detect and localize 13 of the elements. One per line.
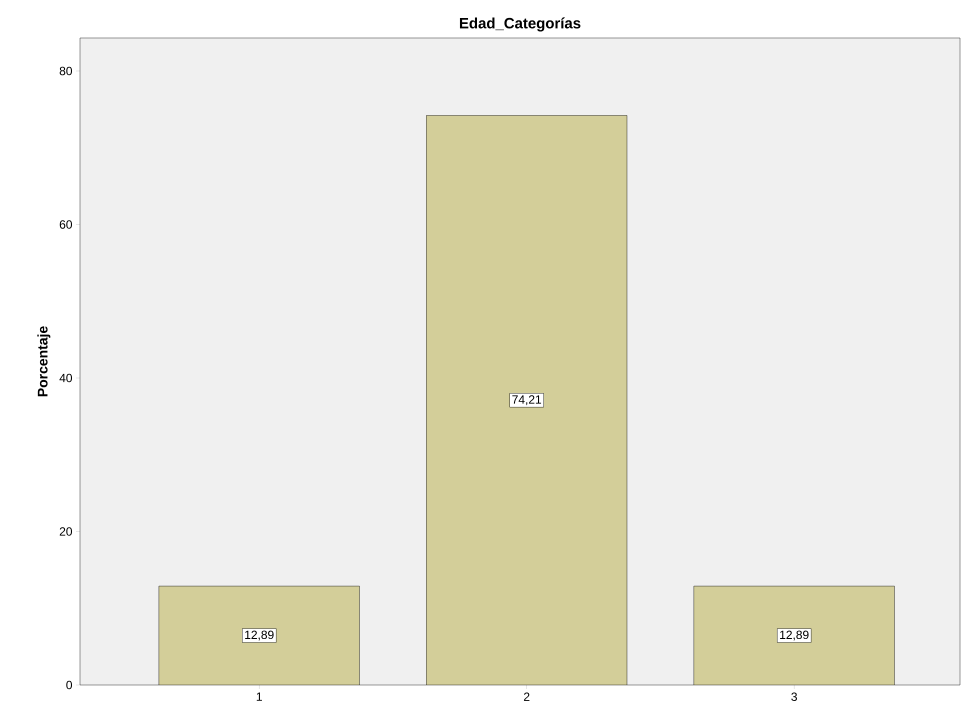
- x-tick-label: 2: [524, 692, 530, 701]
- x-tick-label: 3: [791, 692, 797, 701]
- data-label: 12,89: [245, 630, 274, 640]
- data-label: 74,21: [512, 395, 542, 406]
- y-tick-label: 0: [66, 680, 72, 690]
- y-axis-title: Porcentaje: [37, 326, 50, 396]
- x-tick-label: 1: [256, 692, 262, 701]
- y-tick-label: 80: [60, 66, 72, 76]
- y-tick-label: 40: [59, 374, 72, 382]
- y-tick-label: 60: [60, 220, 72, 229]
- data-label: 12,89: [780, 630, 809, 640]
- chart-title: Edad_Categorías: [460, 17, 580, 32]
- y-tick-label: 20: [60, 527, 72, 536]
